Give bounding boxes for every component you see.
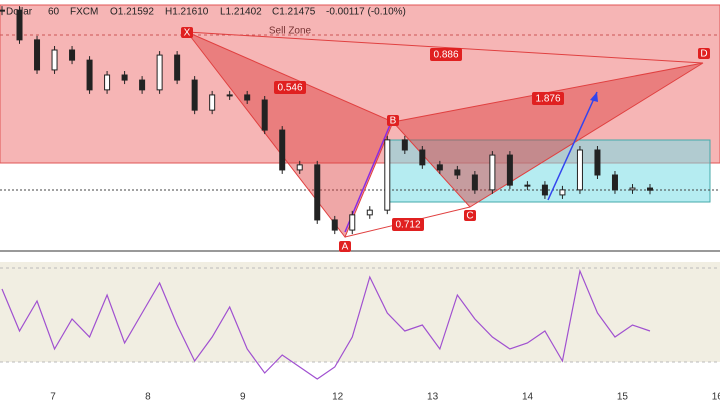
candle [69,49,76,61]
candle [34,39,41,71]
candle [384,139,391,211]
candle [86,59,93,91]
symbol: Dollar [6,7,33,18]
ratio-label: 0.886 [433,50,458,61]
arrow-cd [547,91,598,201]
point-label: X [184,28,191,39]
interval: 60 [48,7,60,18]
ratio-badge [392,218,424,231]
candle [279,129,286,171]
candle [454,169,461,176]
point-badge [339,241,351,252]
point-label: D [700,49,707,60]
candle [524,184,531,187]
header: Dollar 60 FXCM O1.21592 H1.21610 L1.2140… [6,7,406,18]
candle [174,54,181,81]
ratio-badge [274,81,306,94]
ratio-label: 0.712 [395,220,420,231]
candle [296,164,303,171]
x-tick-label: 8 [145,392,151,403]
sell-zone [0,4,720,164]
candle [261,99,268,131]
candle [419,149,426,166]
candle [629,187,636,191]
candle [489,154,496,191]
candle [244,94,251,101]
candle [104,74,111,91]
x-tick-label: 16 [712,392,720,403]
change: -0.00117 (-0.10%) [326,7,406,18]
candle [331,219,338,231]
zone-label: Sell Zone [269,26,312,37]
candle [156,54,163,91]
candle [121,74,128,81]
candle [436,164,443,171]
arrow-head [590,92,598,102]
x-tick-label: 9 [240,392,246,403]
candle [471,174,478,191]
candle [51,49,58,71]
x-tick-label: 14 [522,392,534,403]
candle [314,164,321,221]
open: O1.21592 [110,7,154,18]
candle [16,9,23,41]
pattern-xab [186,31,394,238]
candle [647,187,653,191]
candle [611,174,618,191]
ratio-label: 0.546 [277,83,302,94]
x-tick-label: 12 [332,392,344,403]
ratio-label: 1.876 [535,94,560,105]
candle [139,79,146,91]
candle [576,149,583,191]
candle [191,79,198,111]
x-tick-label: 13 [427,392,439,403]
high: H1.21610 [165,7,209,18]
point-badge [698,48,710,59]
candle [541,184,548,196]
point-badge [464,210,476,221]
point-label: A [342,242,349,253]
source: FXCM [70,7,98,18]
candle [0,9,5,12]
candle [226,94,233,97]
candle [559,189,566,196]
candle [401,139,408,151]
low: L1.21402 [220,7,262,18]
close: C1.21475 [272,7,316,18]
candle [209,94,216,111]
candle [594,149,601,176]
x-tick-label: 7 [50,392,56,403]
xd-line [186,31,704,64]
target-box [387,139,711,203]
candle [366,209,373,216]
point-badge [181,27,193,38]
oscillator-line [1,268,651,380]
ratio-badge [532,92,564,105]
candle [349,214,356,231]
x-tick-label: 15 [617,392,629,403]
point-label: B [390,116,397,127]
candle [506,154,513,186]
point-badge [387,115,399,126]
point-label: C [466,211,473,222]
ratio-badge [430,48,462,61]
